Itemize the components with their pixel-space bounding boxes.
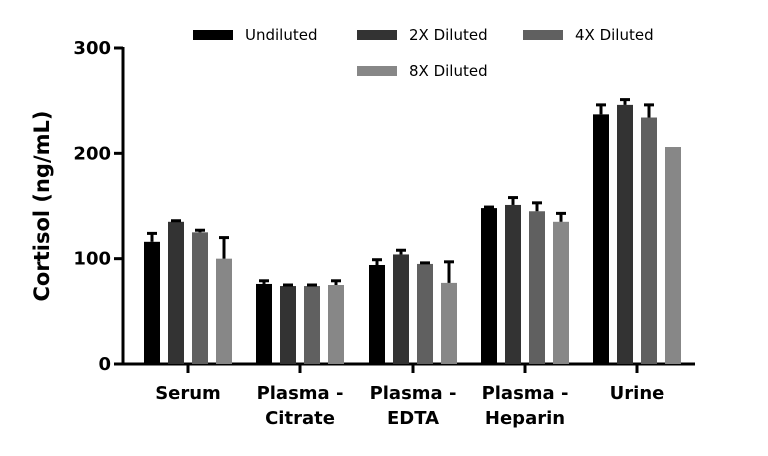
bar-8x-diluted [216, 258, 232, 364]
bar-8x-diluted [553, 221, 569, 364]
bar-undiluted [144, 241, 160, 364]
bar-4x-diluted [641, 117, 657, 365]
legend-swatch [193, 30, 233, 40]
legend-label: 8X Diluted [409, 62, 488, 80]
legend-swatch [357, 30, 397, 40]
bar-2x-diluted [393, 254, 409, 364]
legend-label: 2X Diluted [409, 26, 488, 44]
x-tick-label: EDTA [387, 408, 439, 429]
x-tick-label: Urine [610, 383, 665, 404]
x-tick-label: Citrate [265, 408, 335, 429]
bar-4x-diluted [417, 263, 433, 364]
bar-undiluted [593, 114, 609, 364]
bar-2x-diluted [280, 286, 296, 364]
bar-4x-diluted [529, 211, 545, 364]
legend-label: Undiluted [245, 26, 317, 44]
legend-swatch [357, 66, 397, 76]
legend-swatch [523, 30, 563, 40]
bar-4x-diluted [304, 286, 320, 364]
y-tick-label: 200 [73, 143, 111, 164]
y-tick-label: 300 [73, 38, 111, 59]
x-tick-label: Heparin [485, 408, 565, 429]
x-tick-label: Plasma - [370, 383, 457, 404]
bar-4x-diluted [192, 232, 208, 364]
legend-label: 4X Diluted [575, 26, 654, 44]
bar-undiluted [256, 283, 272, 364]
x-tick-label: Plasma - [482, 383, 569, 404]
bar-2x-diluted [505, 204, 521, 364]
bar-undiluted [481, 208, 497, 364]
y-tick-label: 0 [98, 354, 111, 375]
bar-8x-diluted [328, 285, 344, 364]
bar-8x-diluted [441, 282, 457, 364]
y-axis-label: Cortisol (ng/mL) [30, 111, 54, 302]
bar-undiluted [369, 264, 385, 364]
bar-8x-diluted [665, 147, 681, 364]
bar-2x-diluted [617, 104, 633, 364]
bar-2x-diluted [168, 221, 184, 364]
x-tick-label: Plasma - [257, 383, 344, 404]
y-tick-label: 100 [73, 249, 111, 270]
x-tick-label: Serum [155, 383, 221, 404]
